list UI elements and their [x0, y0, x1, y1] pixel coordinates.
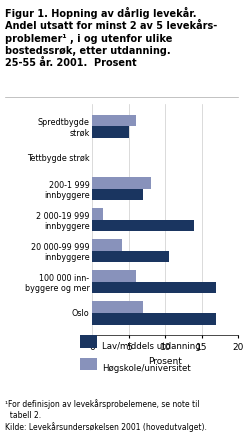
Bar: [92, 270, 136, 282]
Bar: [92, 219, 194, 231]
Bar: [92, 282, 216, 293]
Text: Høgskole/universitet: Høgskole/universitet: [102, 364, 191, 373]
Bar: [92, 188, 143, 200]
Bar: [92, 127, 129, 138]
X-axis label: Prosent: Prosent: [148, 357, 182, 366]
Bar: [92, 208, 103, 219]
Bar: [92, 301, 143, 313]
Bar: [92, 251, 169, 262]
Bar: [92, 177, 151, 188]
Bar: [92, 313, 216, 325]
Text: Figur 1. Hopning av dårlig levekår.
Andel utsatt for minst 2 av 5 levekårs-
prob: Figur 1. Hopning av dårlig levekår. Ande…: [5, 7, 217, 68]
Text: ¹For definisjon av levekårsprobelemene, se note til
  tabell 2.
Kilde: Levekårsu: ¹For definisjon av levekårsprobelemene, …: [5, 399, 207, 432]
Bar: [92, 239, 122, 251]
Text: Lav/middels utdanning: Lav/middels utdanning: [102, 342, 201, 350]
Bar: [92, 115, 136, 127]
